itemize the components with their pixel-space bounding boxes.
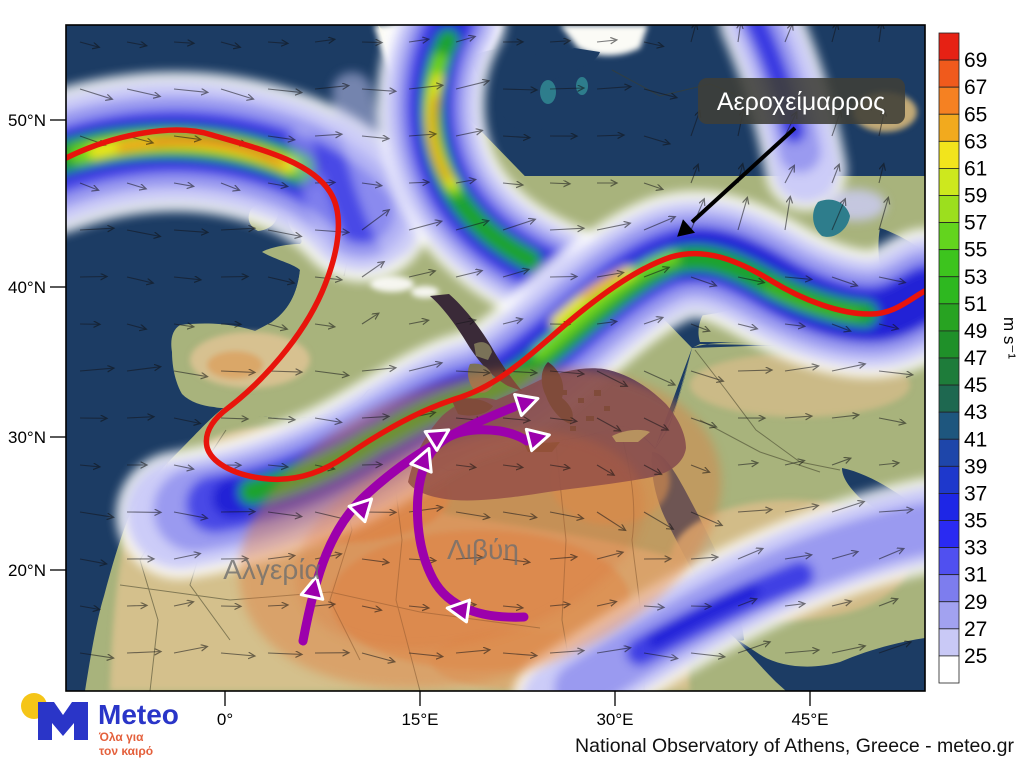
colorbar-tick-label: 61: [964, 157, 987, 180]
colorbar-cell: [939, 575, 959, 602]
colorbar-cell: [939, 385, 959, 412]
colorbar-tick-label: 47: [964, 347, 987, 370]
lat-tick-label-1: 40°N: [8, 278, 46, 297]
colorbar-tick-label: 29: [964, 591, 987, 614]
colorbar-cell: [939, 331, 959, 358]
wind-arrow: [550, 277, 577, 278]
colorbar-cell: [939, 250, 959, 277]
colorbar-cell: [939, 168, 959, 195]
colorbar-tick-label: 51: [964, 293, 987, 316]
colorbar-tick-label: 57: [964, 212, 987, 235]
colorbar-cell: [939, 602, 959, 629]
colorbar-tick-label: 53: [964, 266, 987, 289]
map-canvas: Αλγερία Λιβύη Αεροχείμαρρος: [50, 20, 928, 744]
colorbar-unit-label: m s⁻¹: [1000, 317, 1019, 359]
colorbar-cell: [939, 358, 959, 385]
colorbar-cell: [939, 656, 959, 683]
colorbar-tick-label: 35: [964, 510, 987, 533]
colorbar-cell: [939, 33, 959, 60]
colorbar-tick-label: 43: [964, 401, 987, 424]
logo-brand-text: Meteo: [98, 699, 179, 730]
lat-tick-label-3: 20°N: [8, 561, 46, 580]
colorbar-tick-label: 65: [964, 103, 987, 126]
colorbar-cell: [939, 223, 959, 250]
colorbar-cell: [939, 60, 959, 87]
weather-map-page: { "annotation": { "jet_label": "Αεροχείμ…: [0, 0, 1024, 774]
wind-arrow: [221, 277, 248, 278]
logo-tagline-line2: τον καιρό: [99, 744, 153, 758]
colorbar-tick-label: 37: [964, 482, 987, 505]
colorbar-tick-label: 39: [964, 455, 987, 478]
wind-arrow: [362, 465, 382, 466]
lon-tick-label-0: 0°: [217, 710, 233, 729]
colorbar-tick-label: 69: [964, 49, 987, 72]
colorbar-cell: [939, 439, 959, 466]
colorbar-cell: [939, 87, 959, 114]
colorbar-cell: [939, 548, 959, 575]
colorbar-tick-label: 27: [964, 618, 987, 641]
wind-arrow: [80, 277, 107, 278]
colorbar: 69 67 65 63 61 59 57 55 53 51 49 47 45 43 41 39 37 35 33 31…: [939, 33, 987, 683]
colorbar-tick-label: 45: [964, 374, 987, 397]
region-label-libya: Λιβύη: [447, 534, 519, 565]
colorbar-cell: [939, 304, 959, 331]
colorbar-tick-label: 41: [964, 428, 987, 451]
colorbar-tick-label: 31: [964, 564, 987, 587]
colorbar-cell: [939, 493, 959, 520]
lon-tick-label-1: 15°E: [401, 710, 438, 729]
colorbar-cell: [939, 141, 959, 168]
region-label-algeria: Αλγερία: [223, 554, 321, 585]
colorbar-cell: [939, 277, 959, 304]
colorbar-cell: [939, 521, 959, 548]
logo-tagline-line1: Όλα για: [98, 730, 144, 744]
weather-map: Αλγερία Λιβύη Αεροχείμαρρος 50°N 40°N 30°N…: [0, 0, 1024, 774]
colorbar-cell: [939, 629, 959, 656]
colorbar-tick-label: 59: [964, 185, 987, 208]
colorbar-cell: [939, 114, 959, 141]
colorbar-cell: [939, 196, 959, 223]
colorbar-cell: [939, 412, 959, 439]
lon-tick-label-3: 45°E: [791, 710, 828, 729]
jet-annotation-label: Αεροχείμαρρος: [717, 88, 885, 116]
wind-arrow: [127, 605, 147, 606]
colorbar-tick-label: 25: [964, 645, 987, 668]
colorbar-tick-label: 63: [964, 130, 987, 153]
colorbar-tick-label: 67: [964, 76, 987, 99]
lat-tick-label-0: 50°N: [8, 111, 46, 130]
colorbar-tick-label: 49: [964, 320, 987, 343]
lon-tick-label-2: 30°E: [596, 710, 633, 729]
wind-arrow: [362, 42, 382, 43]
colorbar-tick-label: 33: [964, 537, 987, 560]
logo-m-icon: [38, 702, 88, 740]
colorbar-cell: [939, 466, 959, 493]
colorbar-tick-label: 55: [964, 239, 987, 262]
wind-arrow: [691, 606, 711, 607]
attribution-text: National Observatory of Athens, Greece -…: [575, 735, 1014, 757]
meteo-logo[interactable]: Meteo Όλα για τον καιρό: [21, 693, 179, 758]
lat-tick-label-2: 30°N: [8, 428, 46, 447]
